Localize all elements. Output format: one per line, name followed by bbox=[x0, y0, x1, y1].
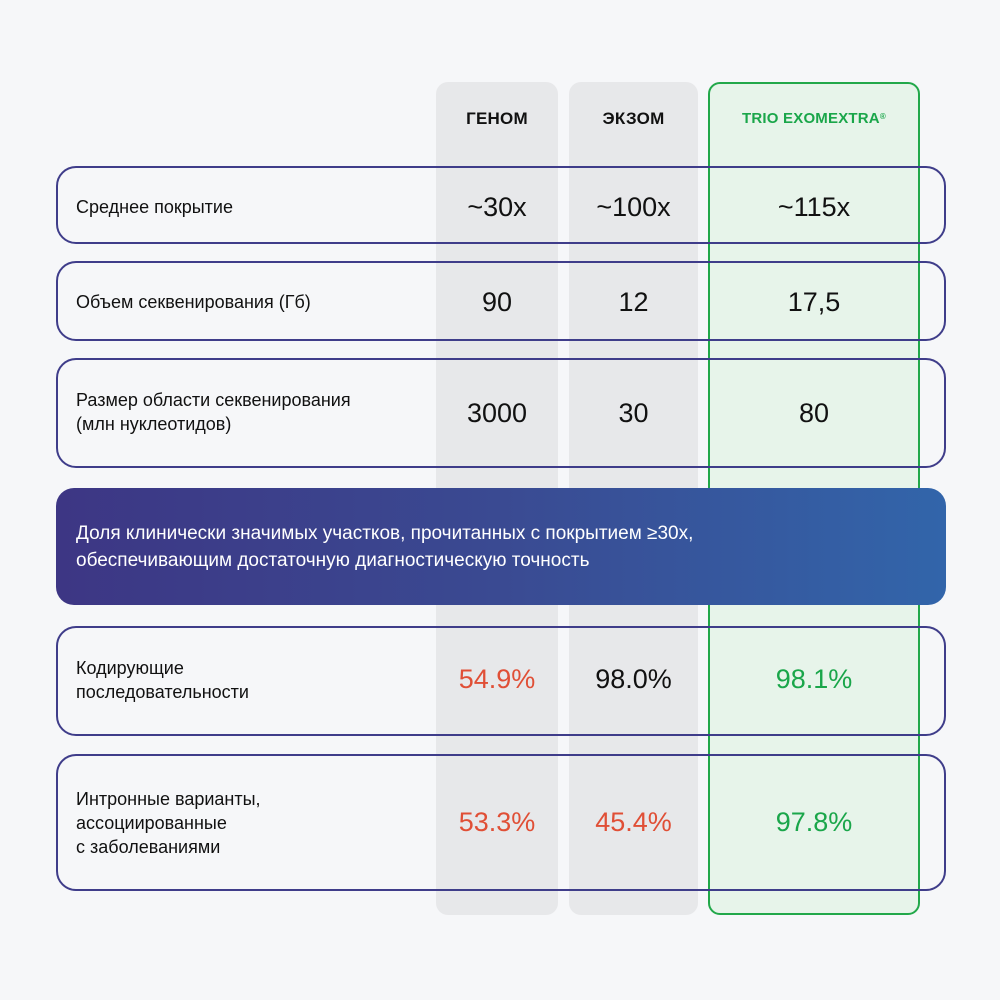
section-banner-line2: обеспечивающим достаточную диагностическ… bbox=[76, 550, 590, 571]
row-label-intronic: Интронные варианты, ассоциированные с за… bbox=[76, 787, 261, 859]
trio-header-label: TRIO EXOMEXTRA bbox=[742, 110, 880, 127]
exome-intronic-value: 45.4% bbox=[595, 807, 672, 837]
exome-header: ЭКЗОМ bbox=[602, 109, 665, 128]
section-banner-line1: Доля клинически значимых участков, прочи… bbox=[76, 523, 694, 544]
table-row-coding bbox=[56, 626, 946, 736]
registered-mark: ® bbox=[879, 112, 886, 121]
trio-coding-value: 98.1% bbox=[775, 664, 853, 694]
trio-header: TRIO EXOMEXTRA® bbox=[708, 107, 920, 131]
row-label-intronic-line1: Интронные варианты, bbox=[76, 789, 261, 809]
section-banner-text: Доля клинически значимых участков, прочи… bbox=[76, 520, 916, 574]
table-row-intronic bbox=[56, 754, 946, 891]
row-label-coding-line1: Кодирующие bbox=[76, 658, 184, 678]
exome-volume-value: 12 bbox=[618, 287, 649, 317]
trio-coverage-value: ~115x bbox=[777, 192, 851, 222]
table-row-coverage bbox=[56, 166, 946, 244]
exome-region-size-value: 30 bbox=[618, 398, 649, 428]
section-banner bbox=[56, 488, 946, 605]
genome-region-size-value: 3000 bbox=[466, 398, 528, 428]
row-label-coverage: Среднее покрытие bbox=[76, 197, 233, 217]
genome-volume-value: 90 bbox=[481, 287, 513, 317]
genome-coding-value: 54.9% bbox=[458, 664, 536, 694]
exome-coding-value: 98.0% bbox=[595, 664, 672, 694]
row-label-region-size-line2: (млн нуклеотидов) bbox=[76, 414, 232, 434]
genome-coverage-value: ~30x bbox=[467, 192, 527, 222]
trio-intronic-value: 97.8% bbox=[775, 807, 853, 837]
genome-intronic-value: 53.3% bbox=[458, 807, 536, 837]
row-label-region-size: Размер области секвенирования (млн нукле… bbox=[76, 388, 351, 436]
row-label-coding: Кодирующие последовательности bbox=[76, 656, 249, 704]
table-row-volume bbox=[56, 261, 946, 341]
row-label-region-size-line1: Размер области секвенирования bbox=[76, 390, 351, 410]
row-label-intronic-line3: с заболеваниями bbox=[76, 837, 221, 857]
trio-volume-value: 17,5 bbox=[787, 287, 841, 317]
row-label-volume: Объем секвенирования (Гб) bbox=[76, 292, 311, 312]
genome-header: ГЕНОМ bbox=[466, 109, 528, 128]
row-label-intronic-line2: ассоциированные bbox=[76, 813, 227, 833]
row-label-coding-line2: последовательности bbox=[76, 682, 249, 702]
exome-coverage-value: ~100x bbox=[596, 192, 671, 222]
table-row-region-size bbox=[56, 358, 946, 468]
trio-region-size-value: 80 bbox=[798, 398, 830, 428]
